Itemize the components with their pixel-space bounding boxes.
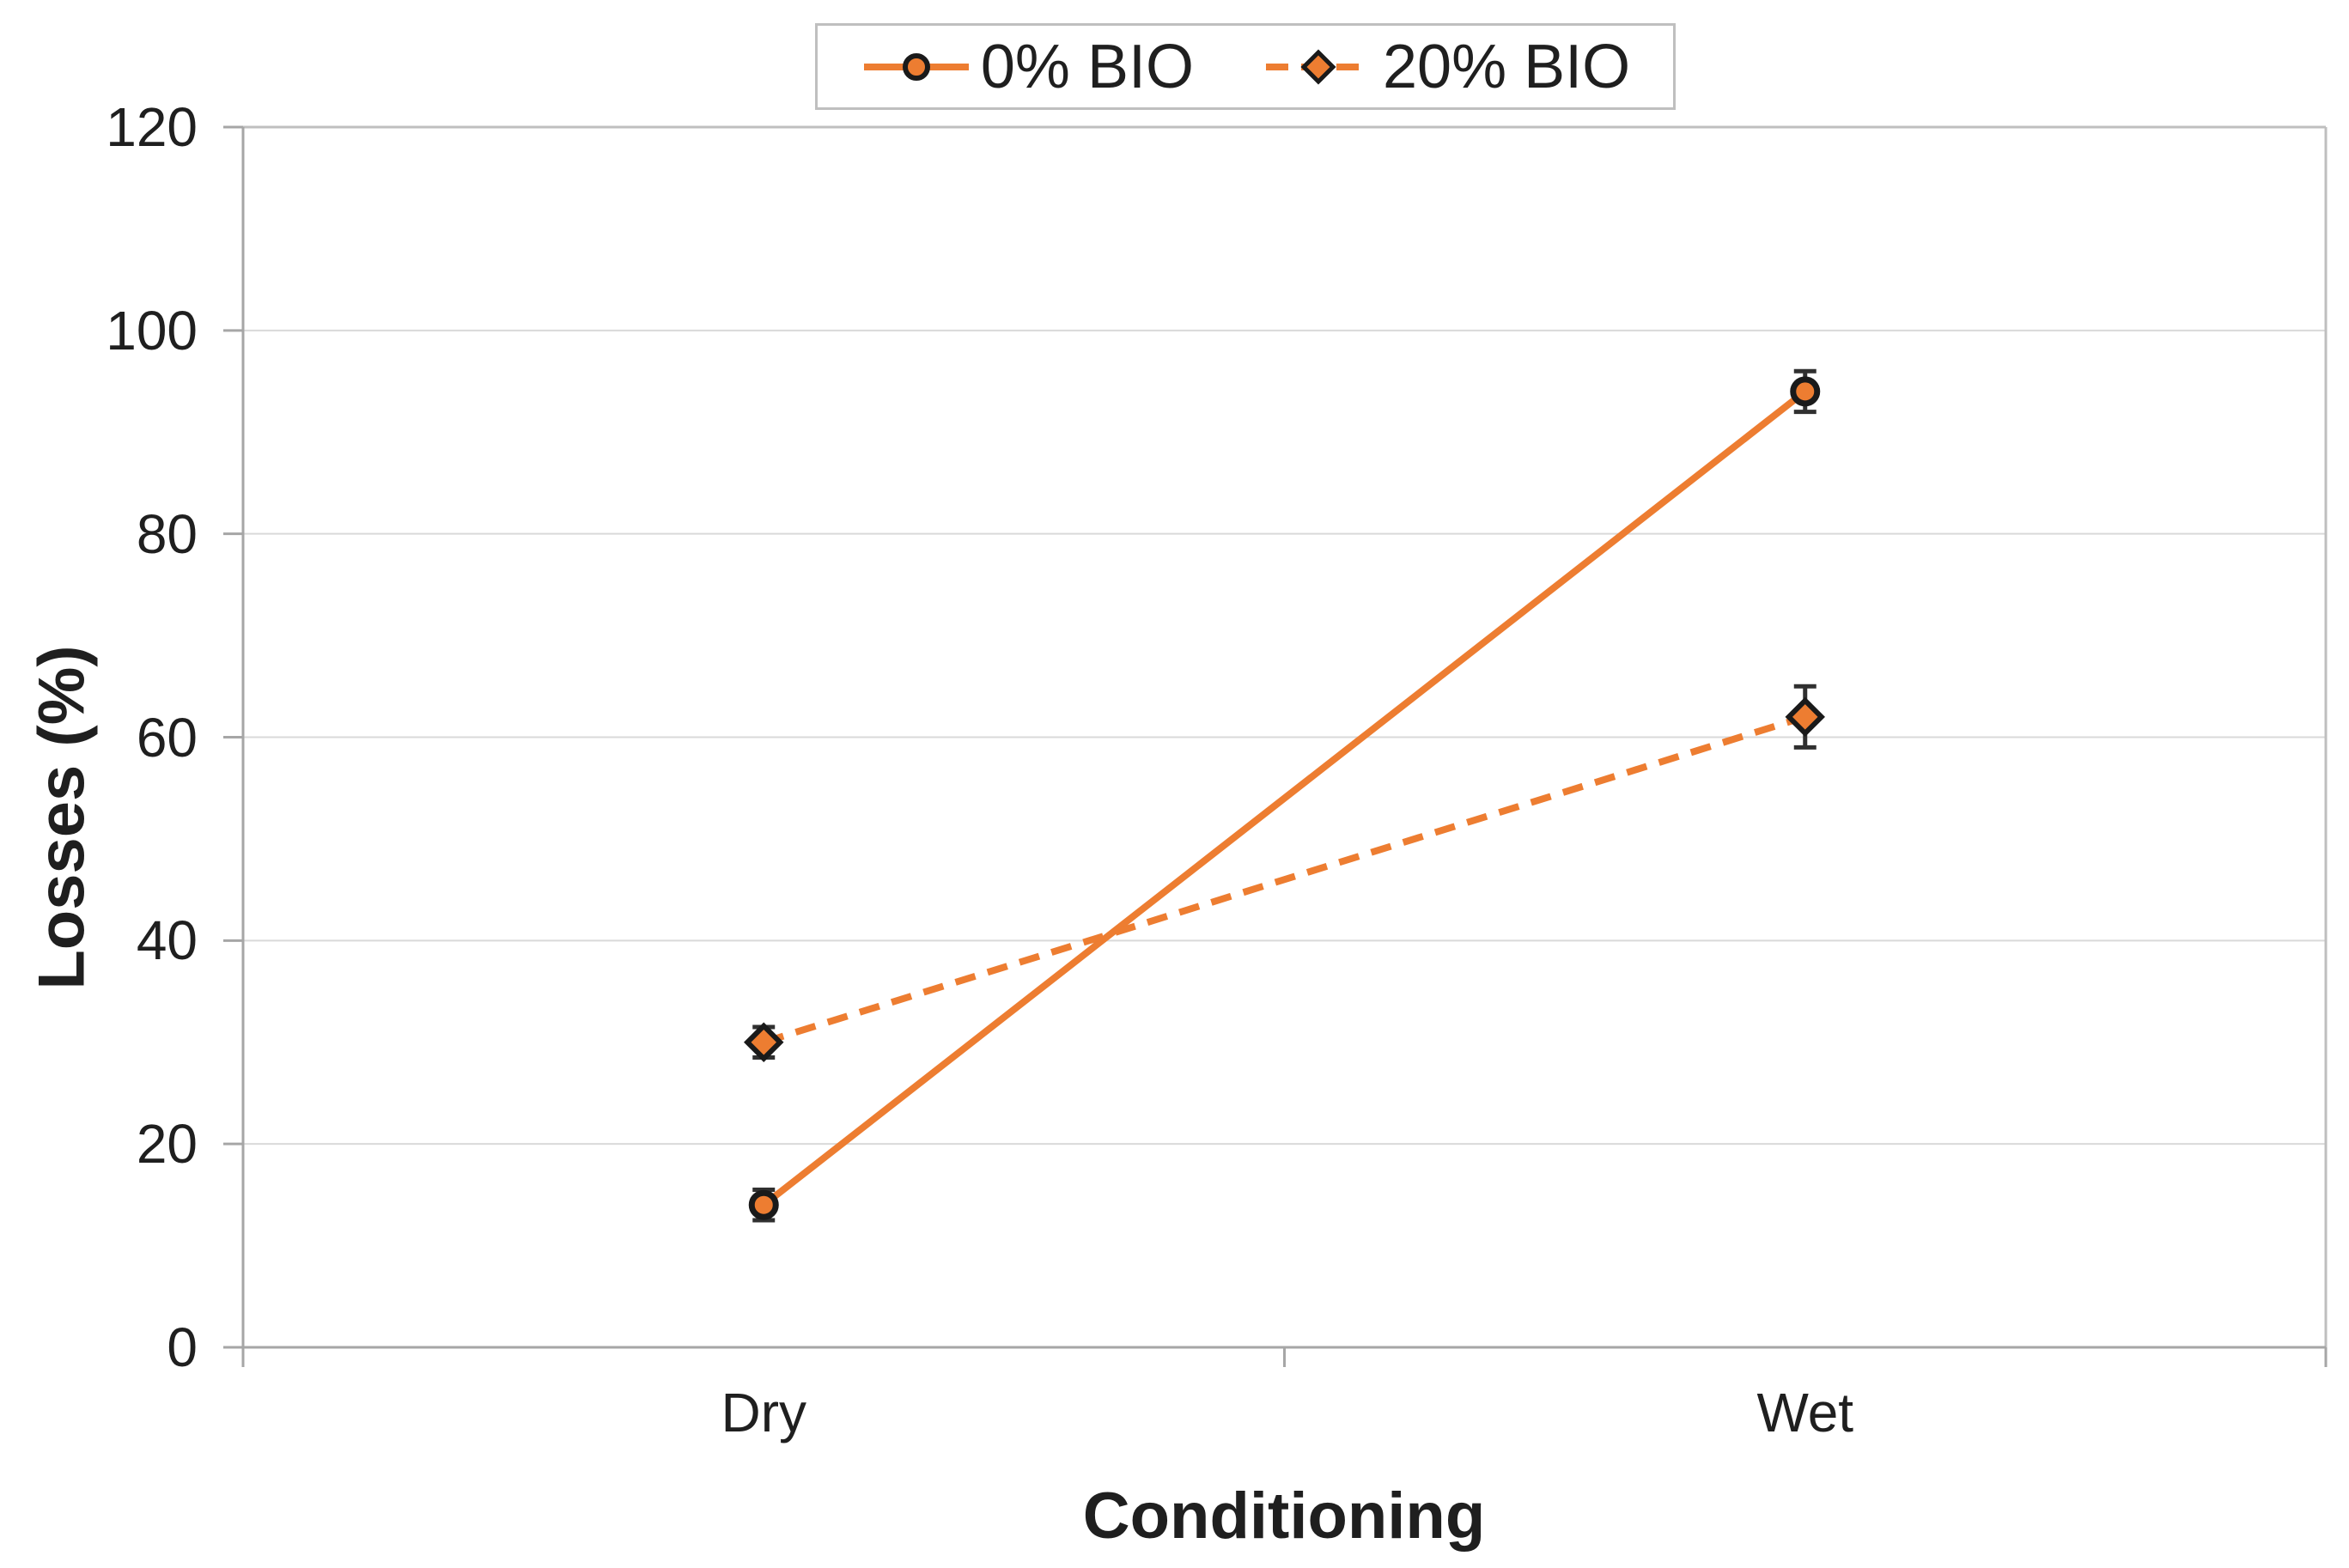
legend: 0% BIO 20% BIO	[815, 23, 1676, 110]
x-category-label: Dry	[721, 1382, 807, 1443]
legend-sample-dashed-diamond-icon	[1265, 48, 1371, 85]
legend-item-0pct-bio: 0% BIO	[861, 36, 1194, 98]
x-category-label: Wet	[1756, 1382, 1854, 1443]
legend-sample-solid-circle-icon	[863, 52, 969, 81]
y-tick-label: 0	[167, 1316, 198, 1378]
legend-label-20pct-bio: 20% BIO	[1382, 32, 1631, 101]
legend-label-0pct-bio: 0% BIO	[980, 32, 1194, 101]
y-tick-label: 20	[136, 1113, 198, 1176]
y-tick-label: 100	[106, 299, 198, 362]
y-tick-label: 80	[136, 502, 198, 565]
x-axis-title: Conditioning	[1082, 1480, 1486, 1553]
y-tick-label: 60	[136, 706, 198, 769]
legend-item-20pct-bio: 20% BIO	[1263, 36, 1630, 98]
y-tick-label: 120	[106, 96, 198, 158]
y-axis-title: Losses (%)	[25, 645, 99, 990]
y-tick-label: 40	[136, 909, 198, 972]
